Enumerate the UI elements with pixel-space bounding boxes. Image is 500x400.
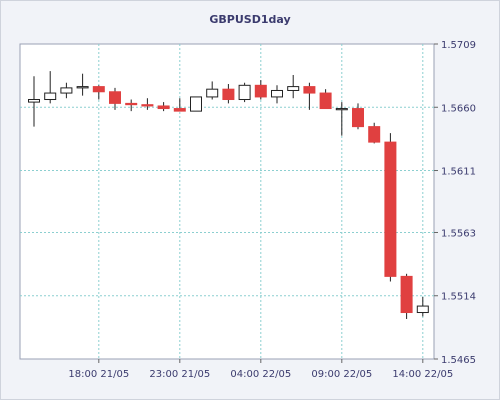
y-tick-label: 1.5660 xyxy=(441,103,476,114)
candle-body-down xyxy=(352,108,364,128)
candle-body-up xyxy=(287,86,300,91)
candle-body-down xyxy=(109,91,121,104)
candle-body-down xyxy=(319,92,332,110)
candle-body-down xyxy=(141,104,154,107)
y-tick-label: 1.5465 xyxy=(441,355,476,366)
candle-body-down xyxy=(384,141,397,277)
candle-body-down xyxy=(173,108,186,112)
y-axis: 1.5709 1.5660 1.5611 1.5563 1.5514 1.5465 xyxy=(434,40,476,366)
x-tick-label: 23:00 21/05 xyxy=(149,369,210,380)
candle-body-up xyxy=(416,305,429,314)
candle-body-up xyxy=(271,89,283,98)
candle-body-down xyxy=(92,86,105,93)
candle-body-up xyxy=(335,108,348,111)
candle-body-up xyxy=(28,99,40,103)
y-tick-label: 1.5611 xyxy=(441,167,476,178)
candles xyxy=(28,71,429,319)
candle-body-down xyxy=(400,275,413,314)
candle-body-down xyxy=(368,126,381,143)
x-axis: 18:00 21/05 23:00 21/05 04:00 22/05 09:00 2… xyxy=(68,359,453,380)
candle-body-up xyxy=(190,96,202,112)
candle-body-down xyxy=(125,102,138,106)
x-tick-label: 04:00 22/05 xyxy=(230,369,291,380)
candle-body-down xyxy=(157,105,170,110)
candle-body-up xyxy=(76,86,89,89)
x-tick-label: 18:00 21/05 xyxy=(68,369,129,380)
candle-body-up xyxy=(238,84,251,101)
chart-title: GBPUSD1day xyxy=(209,13,291,26)
candle-body-up xyxy=(60,87,73,94)
candle-body-down xyxy=(254,84,267,98)
y-tick-label: 1.5709 xyxy=(441,40,476,51)
candle-body-up xyxy=(206,88,219,98)
candle-body-down xyxy=(303,86,316,94)
x-tick-label: 14:00 22/05 xyxy=(392,369,453,380)
candle-body-up xyxy=(44,92,57,101)
y-tick-label: 1.5563 xyxy=(441,228,476,239)
candle-body-down xyxy=(222,88,235,101)
x-tick-label: 09:00 22/05 xyxy=(311,369,372,380)
y-tick-label: 1.5514 xyxy=(441,292,476,303)
